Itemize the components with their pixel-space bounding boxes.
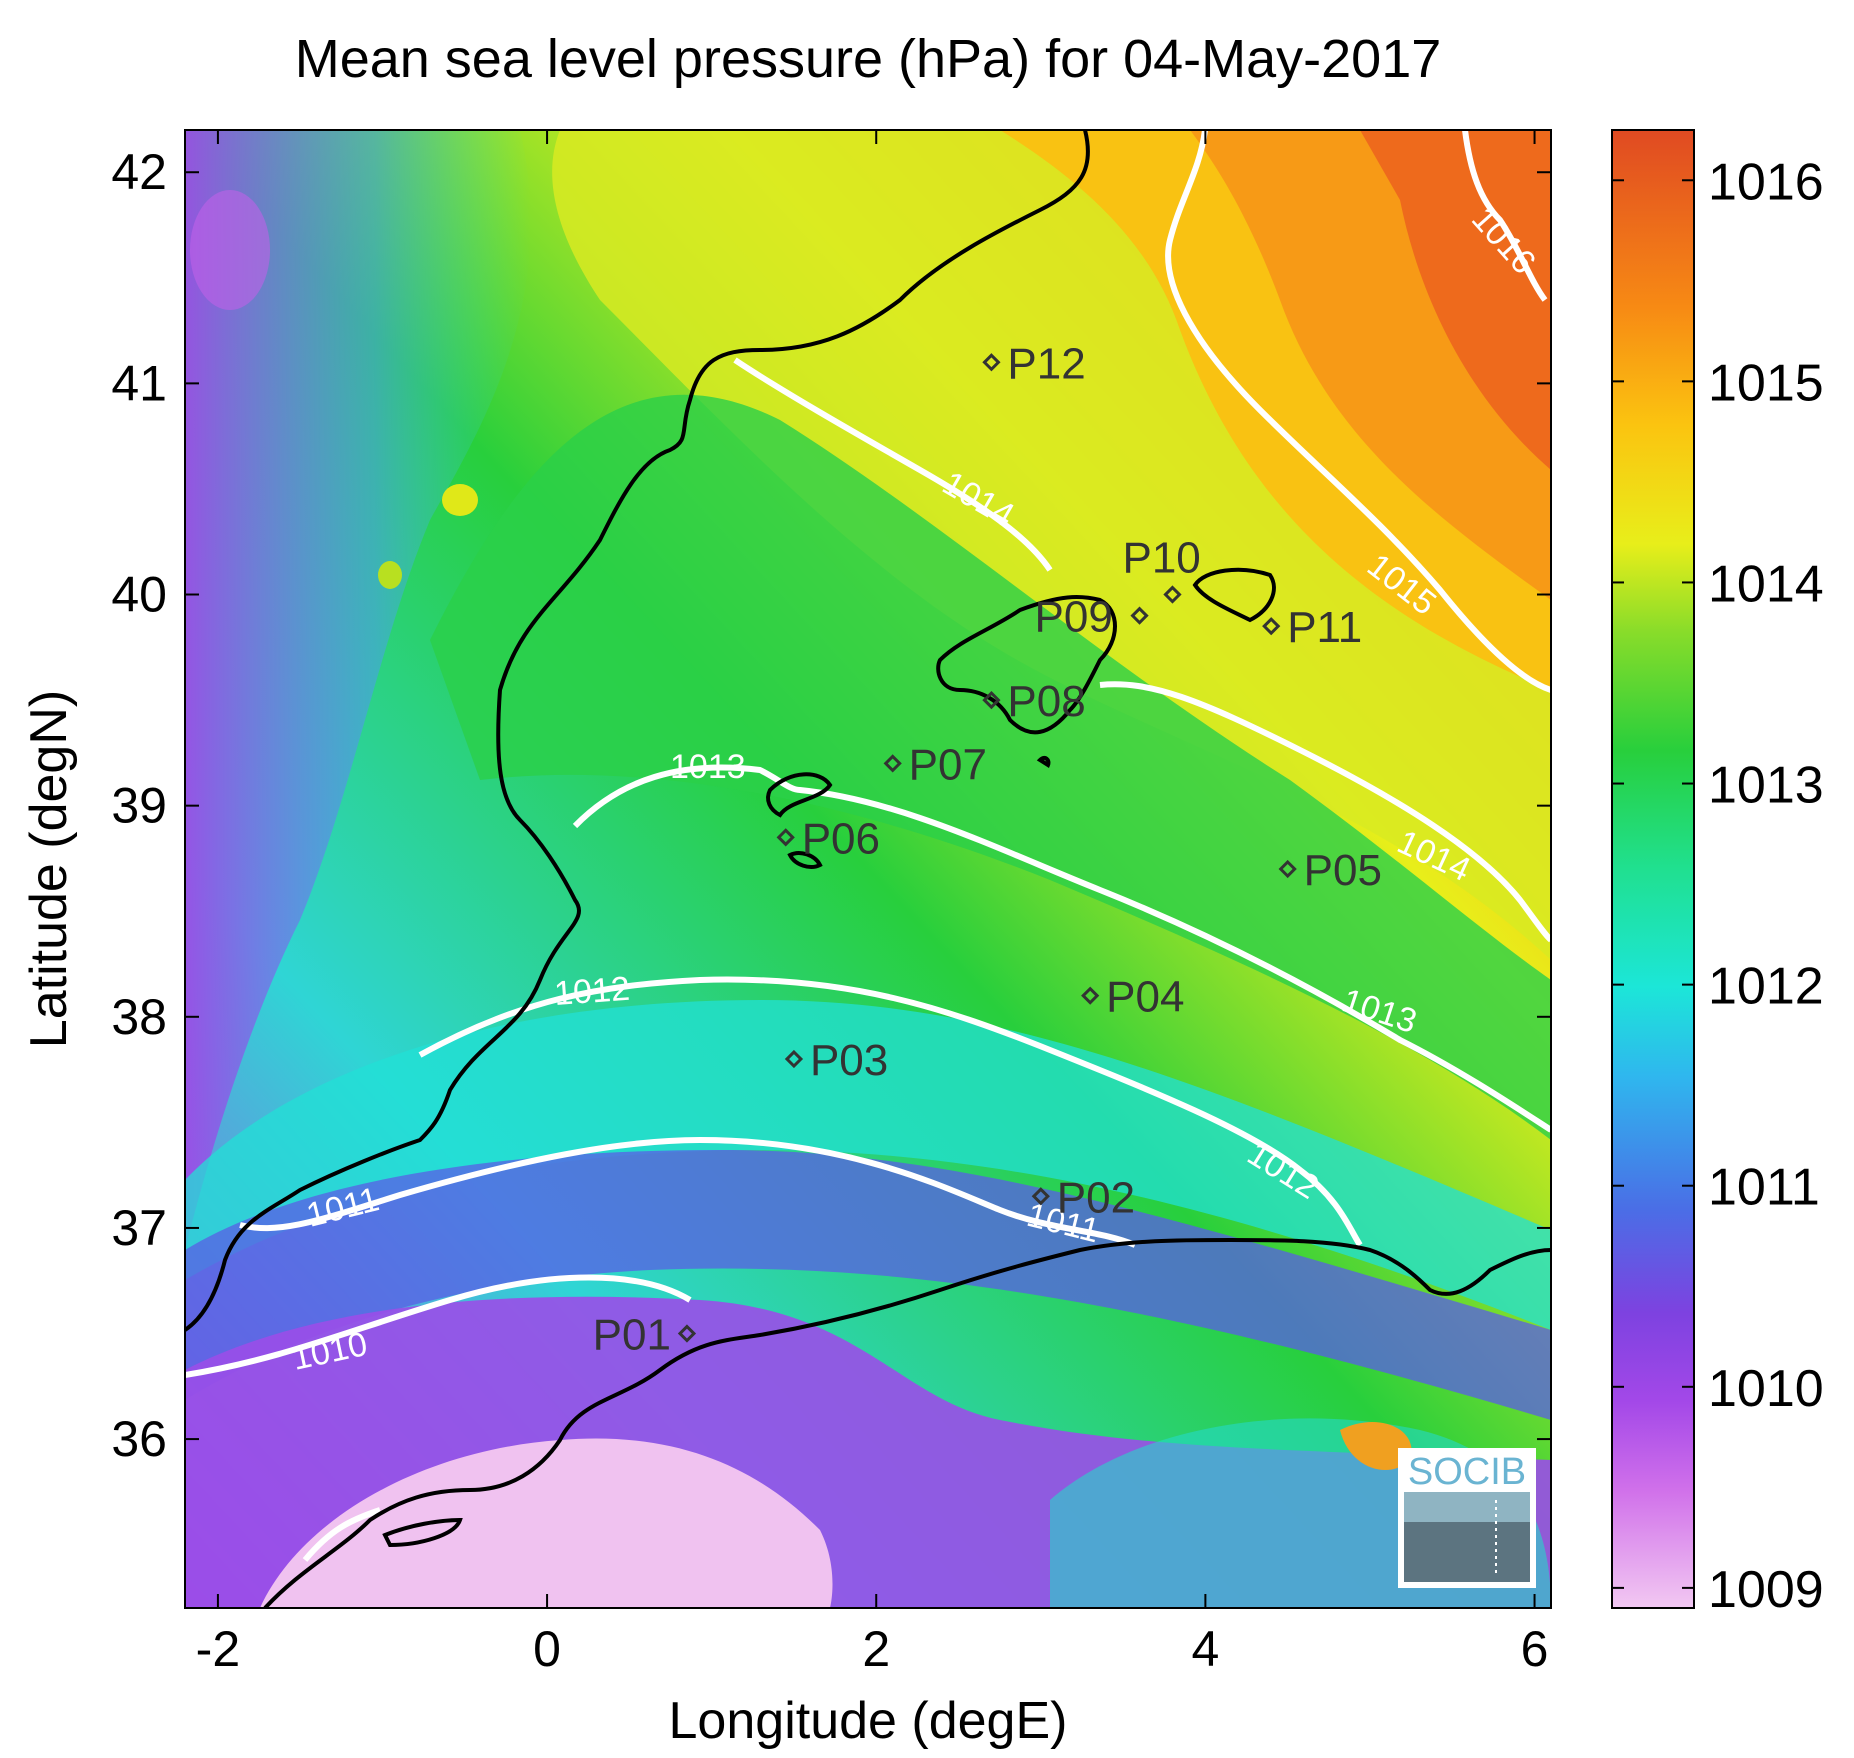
y-tick-label: 37 <box>111 1200 167 1256</box>
y-axis: 36 37 38 39 40 41 42 <box>111 144 1551 1467</box>
x-tick-label: 0 <box>533 1621 561 1677</box>
station-label: P12 <box>1007 339 1085 388</box>
contour-1014-north <box>733 357 1053 572</box>
x-axis: -2 0 2 4 6 <box>196 130 1549 1677</box>
contour-1013 <box>572 764 1551 1133</box>
station-marker <box>982 690 1001 710</box>
station-label: P11 <box>1287 603 1362 652</box>
station-marker <box>1163 585 1182 604</box>
y-tick-label: 42 <box>111 144 167 200</box>
station-marker <box>677 1324 697 1343</box>
colorbar-tick-label: 1012 <box>1708 958 1824 1016</box>
colorbar-tick-label: 1013 <box>1708 757 1824 815</box>
colorbar-ticks: 1009 1010 1011 1012 1013 1014 1015 1016 <box>1612 153 1824 1619</box>
iberian-coast <box>185 130 1090 1332</box>
contour-1015 <box>1165 130 1551 693</box>
y-tick-label: 40 <box>111 567 167 623</box>
pressure-contours <box>185 130 1551 1562</box>
station-label: P02 <box>1057 1173 1135 1222</box>
contour-1016 <box>1462 130 1548 302</box>
contour-1010-south <box>302 1507 381 1562</box>
x-tick-label: 2 <box>862 1621 890 1677</box>
station-label: P05 <box>1304 846 1382 895</box>
station-label: P09 <box>1035 593 1113 642</box>
station-label: P10 <box>1122 534 1200 583</box>
station-marker <box>1081 986 1100 1005</box>
logo-text: SOCIB <box>1408 1451 1526 1493</box>
colorbar: 1009 1010 1011 1012 1013 1014 1015 1016 <box>1611 129 1824 1619</box>
colorbar-tick-label: 1009 <box>1708 1561 1824 1619</box>
station-label: P01 <box>593 1311 671 1360</box>
contour-label: 1013 <box>670 748 746 786</box>
y-axis-label: Latitude (degN) <box>20 690 78 1048</box>
station-marker <box>784 1049 804 1069</box>
cabrera <box>1036 755 1051 768</box>
station-label: P04 <box>1106 973 1184 1022</box>
station-label: P03 <box>810 1036 888 1085</box>
y-tick-label: 41 <box>111 355 167 411</box>
colorbar-scale <box>1611 129 1695 1609</box>
station-marker <box>1130 606 1149 625</box>
alboran-island <box>382 1517 463 1548</box>
x-tick-label: 6 <box>1521 1621 1549 1677</box>
colorbar-tick-label: 1010 <box>1708 1360 1824 1418</box>
formentera <box>787 851 823 869</box>
x-axis-label: Longitude (degE) <box>669 1692 1068 1750</box>
colorbar-tick-label: 1014 <box>1708 555 1824 613</box>
north-african-coast <box>263 1238 1551 1608</box>
station-label: P08 <box>1007 677 1085 726</box>
chart-title: Mean sea level pressure (hPa) for 04-May… <box>295 29 1442 89</box>
mallorca <box>936 595 1117 735</box>
contour-1014-south <box>1099 681 1551 943</box>
contour-label: 1012 <box>553 970 631 1013</box>
x-tick-label: 4 <box>1191 1621 1219 1677</box>
colorbar-tick-label: 1015 <box>1708 354 1824 412</box>
y-tick-label: 39 <box>111 778 167 834</box>
station-marker <box>982 353 1001 372</box>
contour-1012 <box>418 976 1363 1247</box>
colorbar-tick-label: 1011 <box>1708 1159 1820 1217</box>
contour-1011 <box>239 1136 1137 1248</box>
pressure-field <box>185 130 1551 1608</box>
station-marker <box>776 828 795 847</box>
ibiza <box>766 772 833 818</box>
coastline <box>185 130 1551 1608</box>
socib-logo: SOCIB <box>1398 1448 1536 1588</box>
colorbar-tick-label: 1016 <box>1708 153 1824 211</box>
y-tick-label: 38 <box>111 989 167 1045</box>
contour-1010 <box>185 1274 692 1378</box>
plot-frame <box>184 129 1552 1609</box>
station-label: P07 <box>909 740 987 789</box>
station-label: P06 <box>802 814 880 863</box>
station-marker <box>1278 859 1297 879</box>
station-marker <box>1031 1187 1050 1206</box>
station-marker <box>1262 617 1281 636</box>
x-tick-label: -2 <box>196 1621 240 1677</box>
y-tick-label: 36 <box>111 1411 167 1467</box>
station-marker <box>883 754 902 773</box>
menorca <box>1192 567 1276 623</box>
